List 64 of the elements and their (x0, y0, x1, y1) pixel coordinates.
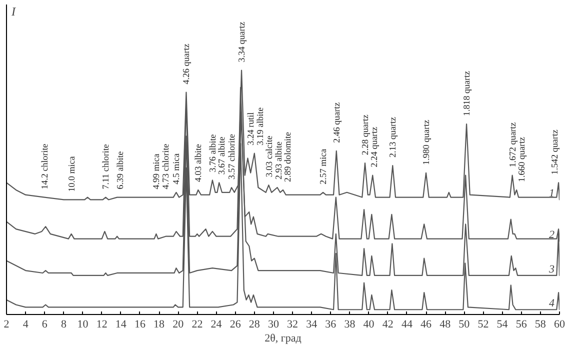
x-tick-label: 52 (478, 318, 489, 330)
annotation: 3.03 calcite (264, 136, 274, 178)
y-axis-title: I (10, 4, 16, 18)
annotation: 2.93 albite (273, 142, 284, 180)
annotation: 1.980 quartz (421, 120, 432, 165)
annotation: 1.818 quartz (462, 71, 472, 116)
x-tick-label: 38 (344, 318, 356, 330)
x-tick-label: 30 (268, 318, 280, 330)
x-tick-label: 58 (534, 318, 546, 330)
series-label: 3 (548, 263, 555, 276)
x-tick-label: 10 (77, 318, 89, 330)
x-tick-label: 2 (4, 318, 10, 330)
x-tick-label: 44 (401, 318, 413, 330)
annotation: 2.57 mica (318, 148, 328, 184)
x-tick-label: 32 (287, 318, 298, 330)
x-tick-label: 60 (554, 318, 566, 330)
x-tick-label: 36 (325, 318, 337, 330)
x-tick-label: 42 (382, 318, 394, 330)
annotation: 3.19 albite (254, 107, 265, 146)
x-tick-label: 34 (306, 318, 318, 330)
annotation: 4.26 quartz (181, 44, 192, 84)
annotation: 4.5 mica (171, 153, 182, 184)
annotation: 1.542 quartz (549, 130, 560, 175)
x-tick-label: 14 (115, 318, 127, 330)
x-tick-label: 16 (134, 318, 146, 330)
annotation: 2.28 quartz (360, 114, 370, 156)
annotation: 3.34 quartz (236, 22, 247, 62)
x-tick-label: 46 (420, 318, 432, 330)
x-tick-label: 12 (96, 318, 108, 330)
x-tick-label: 24 (210, 318, 222, 330)
annotation: 4.73 chlorite (160, 144, 171, 190)
x-tick-label: 6 (42, 318, 48, 330)
x-tick-label: 4 (22, 318, 29, 330)
annotation: 6.39 albite (114, 151, 125, 190)
annotation: 14.2 chlorite (40, 144, 50, 190)
series-label: 4 (549, 298, 555, 310)
annotation: 3.67 albite (216, 136, 227, 175)
annotation: 2.13 quartz (388, 117, 398, 158)
x-tick-label: 54 (496, 318, 508, 330)
series-label: 1 (549, 188, 554, 200)
annotation: 2.24 quartz (369, 126, 380, 168)
annotation: 3.57 chlorite (226, 134, 237, 180)
annotation: 3.76 albite (207, 134, 218, 172)
annotation: 3.24 rutil (246, 112, 256, 146)
x-tick-label: 48 (440, 318, 452, 330)
annotation: 4.03 albite (193, 144, 204, 182)
x-axis-title: 2θ, град (264, 332, 302, 344)
annotation: 2.89 dolomite (282, 132, 292, 182)
annotation: 1.672 quartz (507, 122, 518, 168)
x-tick-label: 8 (60, 318, 67, 330)
annotation: 2.46 quartz (331, 102, 342, 143)
x-tick-label: 50 (458, 318, 470, 330)
x-tick-label: 28 (248, 318, 260, 330)
annotation: 4.99 mica (151, 154, 162, 190)
series-label: 2 (549, 229, 555, 242)
x-tick-label: 18 (154, 318, 166, 330)
x-tick-label: 56 (516, 318, 528, 330)
x-tick-label: 26 (230, 318, 242, 330)
x-tick-label: 20 (172, 318, 184, 330)
annotation: 7.11 chlorite (100, 144, 111, 190)
annotation: 1.660 quartz (516, 136, 526, 182)
annotation: 10.0 mica (66, 156, 76, 192)
x-tick-label: 22 (192, 318, 203, 330)
x-tick-label: 40 (363, 318, 375, 330)
